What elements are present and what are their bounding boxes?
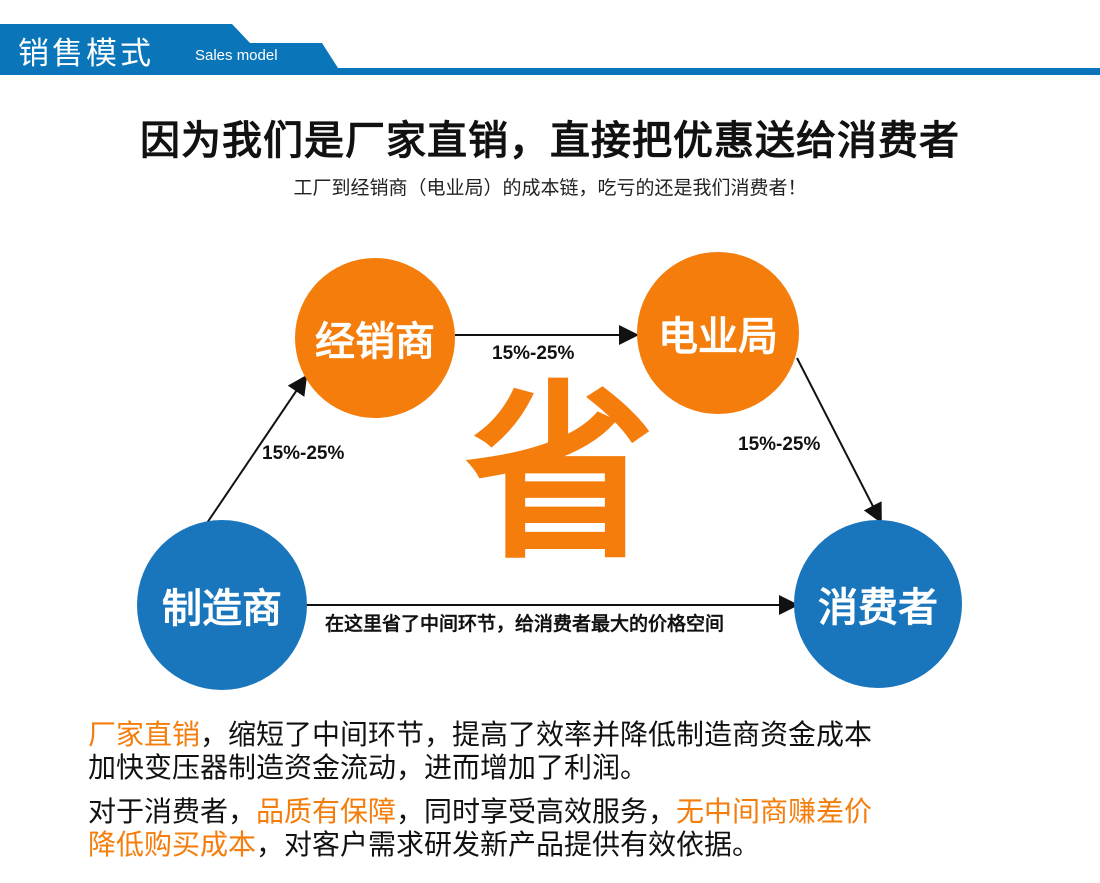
text: ，对客户需求研发新产品提供有效依据。 <box>256 828 761 861</box>
section-subtitle: Sales model <box>195 47 278 64</box>
paragraph-2-line-1: 对于消费者，品质有保障，同时享受高效服务，无中间商赚差价 <box>88 795 872 828</box>
node-dealer: 经销商 <box>295 258 455 418</box>
edge-label-power-consumer: 15%-25% <box>738 434 821 455</box>
paragraph-1-line-1: 厂家直销，缩短了中间环节，提高了效率并降低制造商资金成本 <box>88 718 872 751</box>
subheadline: 工厂到经销商（电业局）的成本链，吃亏的还是我们消费者！ <box>293 177 807 199</box>
save-character: 省 <box>465 364 656 585</box>
node-power-bureau: 电业局 <box>637 252 799 414</box>
node-consumer: 消费者 <box>794 520 962 688</box>
edge-label-dealer-power: 15%-25% <box>492 343 575 364</box>
text: ，同时享受高效服务， <box>396 795 677 828</box>
headline: 因为我们是厂家直销，直接把优惠送给消费者 <box>140 117 960 164</box>
paragraph-2-line-2: 降低购买成本，对客户需求研发新产品提供有效依据。 <box>88 828 760 861</box>
arrow-power-consumer <box>796 357 882 524</box>
highlight: 降低购买成本 <box>88 828 257 861</box>
highlight: 无中间商赚差价 <box>676 795 873 828</box>
highlight: 品质有保障 <box>256 795 397 828</box>
edge-label-manufacturer-dealer: 15%-25% <box>262 443 345 464</box>
highlight: 厂家直销 <box>88 718 201 751</box>
header-banner <box>0 24 1100 75</box>
node-manufacturer: 制造商 <box>137 520 307 690</box>
edge-label-manufacturer-consumer: 在这里省了中间环节，给消费者最大的价格空间 <box>325 613 725 635</box>
text: ，缩短了中间环节，提高了效率并降低制造商资金成本 <box>200 718 873 751</box>
text: 对于消费者， <box>88 795 257 828</box>
paragraph-1-line-2: 加快变压器制造资金流动，进而增加了利润。 <box>88 751 649 784</box>
section-title: 销售模式 <box>18 36 154 72</box>
arrow-manufacturer-dealer <box>206 374 308 524</box>
